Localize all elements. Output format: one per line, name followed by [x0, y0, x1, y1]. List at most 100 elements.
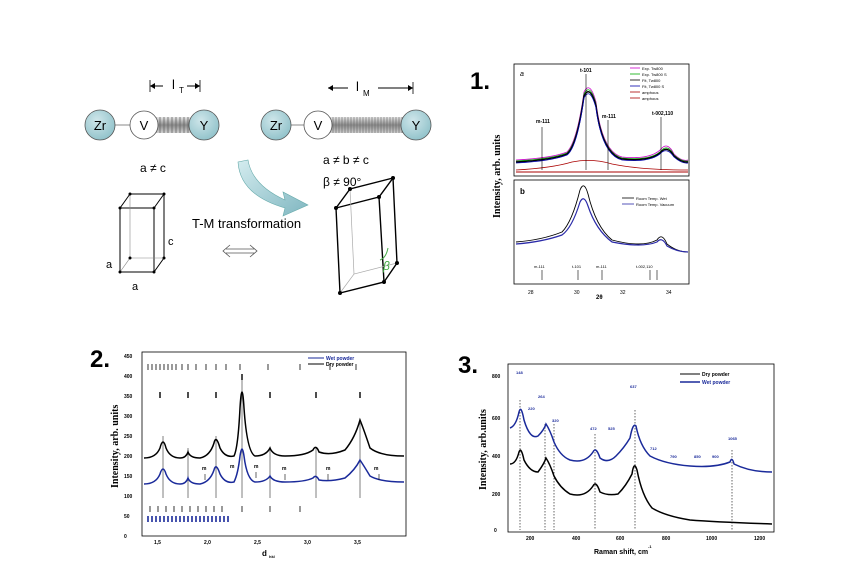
crystal-transformation-diagram: Zr V Y l T Zr V	[80, 60, 450, 310]
panel-3-number: 3.	[458, 352, 479, 379]
panel-1a-legend-3: Fit, Tw800 S	[642, 84, 664, 89]
panel-2-xtick-4: 3,5	[354, 540, 361, 546]
atom-y-right-label: Y	[412, 118, 421, 133]
panel-3-ytick-0: 0	[494, 528, 497, 534]
svg-text:148: 148	[516, 370, 523, 375]
panel-3-ytick-3: 600	[492, 416, 501, 422]
panel-3-legend: Dry powder Wet powder	[680, 372, 730, 386]
panel-2-ref-markers	[159, 374, 361, 398]
panel-2-xticks: 1,5 2,0 2,5 3,0 3,5	[154, 540, 361, 546]
panel-1a-peak-2: m-111	[602, 114, 616, 120]
svg-text:m: m	[254, 464, 259, 470]
panel-2-xtick-1: 2,0	[204, 540, 211, 546]
panel-1b-peak-markers	[541, 270, 658, 280]
panel-1b-legend: Room Temp. Wet Room Temp. Vacuum	[622, 196, 675, 207]
panel-2-svg: 0 50 100 150 200 250 300 350 400 450	[124, 351, 407, 559]
curved-arrow-icon	[237, 159, 309, 217]
svg-text:264: 264	[538, 394, 545, 399]
panel-3-xtick-4: 1000	[706, 536, 717, 542]
panel-3-series-wet	[509, 408, 773, 473]
svg-text:900: 900	[712, 454, 719, 459]
panel-2-xtick-3: 3,0	[304, 540, 311, 546]
panel-1b-legend-1: Room Temp. Vacuum	[636, 202, 675, 207]
panel-2-yticks: 0 50 100 150 200 250 300 350 400 450	[124, 354, 133, 540]
panel-2-bottom-markers-black	[149, 506, 301, 512]
monoclinic-condition-2: β ≠ 90°	[323, 175, 362, 189]
length-m-label: l	[356, 79, 359, 94]
panel-1a-legend-4: amphous	[642, 90, 658, 95]
atom-v-right-label: V	[314, 118, 323, 133]
svg-text:1065: 1065	[728, 436, 738, 441]
atom-y-left	[188, 109, 220, 141]
panel-2-legend: Wet powder Dry powder	[308, 356, 354, 368]
panel-3-xtick-3: 800	[662, 536, 671, 542]
transformation-label: T-M transformation	[192, 216, 301, 231]
panel-1a-peak-1: t-101	[580, 68, 592, 74]
monoclinic-cell	[335, 176, 398, 294]
double-arrow-icon	[222, 244, 258, 258]
panel-3-xlabel: Raman shift, cm	[594, 549, 648, 556]
svg-text:m: m	[202, 466, 207, 472]
svg-text:m: m	[230, 464, 235, 470]
panel-3-svg: 0 200 400 600 800 148 264 220 320 472 525 637…	[492, 363, 775, 556]
panel-1a-legend: Exp. Tw800 Exp. Tw800 S Fit, Tw800 Fit, …	[630, 66, 667, 101]
svg-text:850: 850	[694, 454, 701, 459]
panel-2-xtick-0: 1,5	[154, 540, 161, 546]
panel-2-bottom-markers-blue	[147, 516, 229, 522]
cell-label-c: c	[168, 236, 174, 248]
panel-3-chart: 0 200 400 600 800 148 264 220 320 472 525 637…	[490, 360, 780, 560]
svg-text:472: 472	[590, 426, 597, 431]
panel-2-ytick-2: 100	[124, 494, 133, 500]
panel-2-legend-1: Dry powder	[326, 362, 354, 368]
atom-v-left	[129, 110, 159, 140]
panel-1-xtick-3: 34	[666, 290, 672, 296]
panel-2-ytick-8: 400	[124, 374, 133, 380]
panel-2-top-ticks	[147, 364, 357, 370]
panel-2-ytick-1: 50	[124, 514, 130, 520]
panel-1a-legend-5: amphous	[642, 96, 658, 101]
panel-1a-legend-0: Exp. Tw800	[642, 66, 664, 71]
length-m-sub: M	[363, 89, 370, 98]
atom-v-left-label: V	[140, 118, 149, 133]
svg-text:712: 712	[650, 446, 657, 451]
panel-1b-series-wet	[515, 185, 689, 253]
atom-zr-left-label: Zr	[94, 118, 107, 133]
svg-text:525: 525	[608, 426, 615, 431]
cell-label-a2: a	[132, 281, 139, 293]
panel-2-ytick-5: 250	[124, 434, 133, 440]
atom-v-right	[303, 110, 333, 140]
panel-1-xtick-0: 28	[528, 290, 534, 296]
panel-1a-peak-markers	[541, 74, 662, 170]
beta-angle-symbol: β	[382, 259, 390, 273]
panel-3-legend-0: Dry powder	[702, 372, 730, 378]
panel-3-ytick-2: 400	[492, 454, 501, 460]
svg-text:320: 320	[552, 418, 559, 423]
panel-2-ytick-4: 200	[124, 454, 133, 460]
panel-2-ytick-3: 150	[124, 474, 133, 480]
panel-2-ytick-6: 300	[124, 414, 133, 420]
panel-1-xtick-2: 32	[620, 290, 626, 296]
tetragonal-condition: a ≠ c	[140, 161, 166, 175]
length-t-label: l	[172, 77, 175, 92]
panel-2-ytick-9: 450	[124, 354, 133, 360]
panel-3-legend-1: Wet powder	[702, 380, 730, 386]
panel-1b-peak-3: t-002,110	[636, 264, 653, 269]
panel-1-ylabel: Intensity, arb. units	[492, 134, 503, 218]
cell-label-a1: a	[106, 259, 113, 271]
panel-3-xlabel-sup: -1	[648, 544, 652, 549]
panel-1a-peak-0: m-111	[536, 119, 550, 125]
panel-3-xtick-0: 200	[526, 536, 535, 542]
panel-3-series-dry	[509, 449, 773, 525]
panel-1-xlabel: 2θ	[596, 295, 603, 301]
panel-1-xtick-1: 30	[574, 290, 580, 296]
tetragonal-cell	[119, 193, 165, 273]
atom-y-left-label: Y	[200, 118, 209, 133]
panel-2-arrows	[204, 472, 380, 480]
panel-3-yticks: 0 200 400 600 800	[492, 374, 501, 534]
panel-3-ylabel: Intensity, arb.units	[478, 409, 489, 490]
panel-3-xticks: 200 400 600 800 1000 1200	[526, 536, 765, 542]
monoclinic-condition-1: a ≠ b ≠ c	[323, 153, 369, 167]
svg-text:m: m	[374, 466, 379, 472]
svg-text:m: m	[326, 466, 331, 472]
svg-text:220: 220	[528, 406, 535, 411]
